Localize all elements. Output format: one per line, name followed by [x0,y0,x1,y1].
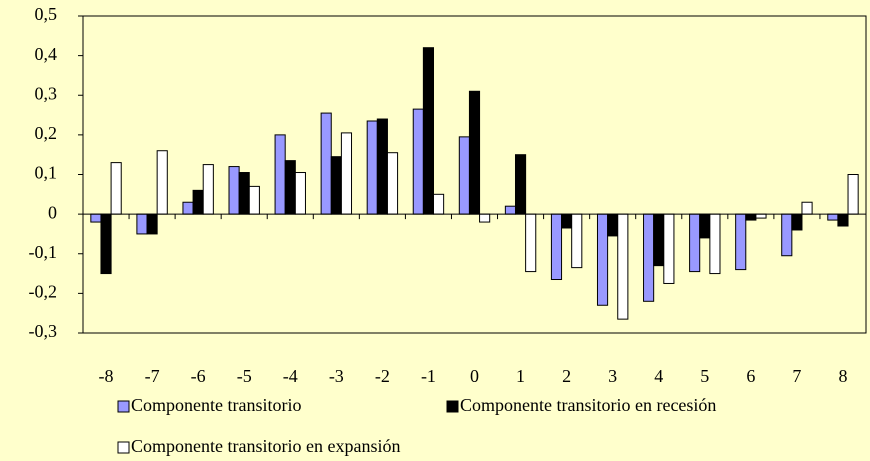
y-tick-label: -0,1 [29,242,58,262]
y-tick-label: -0,2 [29,282,58,302]
bar [248,185,260,215]
x-tick-label: 1 [516,366,525,386]
x-tick-label: 4 [654,366,663,386]
bar [366,120,378,215]
bar [146,213,158,235]
legend-swatch [117,441,130,454]
bar [801,201,813,215]
bar [550,213,563,281]
bar [504,205,516,215]
y-tick-label: 0,2 [35,123,58,143]
bar [571,213,583,269]
bar [514,154,527,215]
x-tick-label: -4 [283,366,298,386]
bar [412,108,424,215]
bar [422,47,435,215]
bar [791,213,803,231]
x-tick-label: 6 [746,366,755,386]
bar [202,164,214,215]
bar [458,136,470,215]
bar [596,213,609,306]
x-tick-label: -8 [99,366,114,386]
bar [745,213,757,221]
bar [617,213,629,320]
x-tick-label: -6 [191,366,206,386]
bar [689,213,701,273]
bar [376,118,388,215]
y-tick-label: -0,3 [29,321,58,341]
legend-label: Componente transitorio en expansión [131,436,400,456]
bar [386,152,399,215]
bar [228,166,240,215]
bar [136,213,148,235]
bar [182,201,194,215]
bar [847,174,859,215]
legend-swatch [446,400,459,413]
bar [330,156,342,215]
x-tick-label: 3 [608,366,617,386]
bar [100,213,112,275]
x-tick-label: 0 [470,366,479,386]
y-tick-label: 0,1 [35,163,58,183]
x-tick-label: -1 [421,366,436,386]
x-tick-label: 2 [562,366,571,386]
y-tick-label: 0 [48,202,57,222]
legend-label: Componente transitorio en recesión [460,395,716,415]
bar [433,193,445,215]
x-tick-label: -5 [237,366,252,386]
bar [781,213,793,257]
bar [274,134,286,215]
y-tick-label: 0,4 [35,44,58,64]
x-tick-label: 5 [700,366,709,386]
x-tick-label: 8 [838,366,847,386]
bar [525,213,537,273]
legend-label: Componente transitorio [131,395,301,415]
bar [837,213,849,227]
bar [320,112,332,215]
bar [110,162,122,215]
bar [755,213,767,219]
bar [468,90,481,215]
y-tick-label: 0,3 [35,83,58,103]
bar [90,213,102,223]
bar [643,213,655,302]
bar [663,213,675,284]
legend-swatch [117,400,130,413]
bar [709,213,721,275]
bar [561,213,573,229]
y-tick-label: 0,5 [35,4,58,24]
x-tick-label: -7 [145,366,160,386]
x-tick-label: 7 [792,366,801,386]
bar [699,213,711,239]
bar [827,213,839,221]
bar [735,213,747,271]
x-tick-label: -3 [329,366,344,386]
bar [607,213,619,237]
bar [340,132,353,215]
bar [294,172,306,215]
bar [192,189,204,215]
bar [284,160,296,215]
bar [653,213,665,267]
bar [238,172,250,215]
x-tick-label: -2 [375,366,390,386]
bar [479,213,491,223]
bar [156,150,168,215]
